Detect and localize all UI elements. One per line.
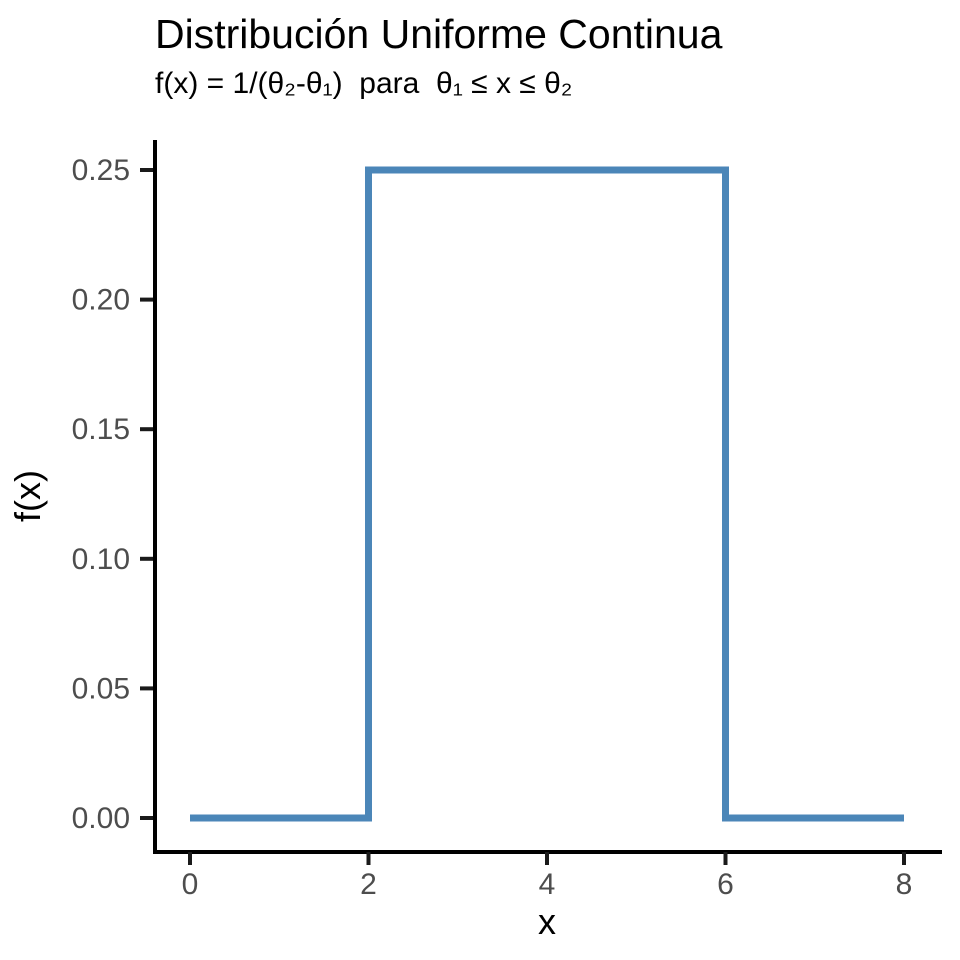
x-axis-ticks: 0 2 4 6 8 [182,852,913,901]
x-tick-label: 2 [360,868,377,901]
x-tick-label: 0 [182,868,199,901]
y-axis-ticks: 0.00 0.05 0.10 0.15 0.20 0.25 [72,154,153,835]
chart-title: Distribución Uniforme Continua [155,11,723,57]
x-tick-label: 6 [717,868,734,901]
y-tick-label: 0.25 [72,154,130,187]
x-tick-label: 4 [539,868,556,901]
y-tick-label: 0.20 [72,284,130,317]
density-step-line [190,166,904,822]
y-axis-title: f(x) [7,470,48,522]
y-tick-label: 0.05 [72,672,130,705]
y-tick-label: 0.15 [72,413,130,446]
chart-subtitle: f(x) = 1/(θ₂-θ₁) para θ₁ ≤ x ≤ θ₂ [155,67,573,100]
x-axis-title: x [538,901,556,942]
y-tick-label: 0.00 [72,802,130,835]
y-tick-label: 0.10 [72,543,130,576]
x-tick-label: 8 [896,868,913,901]
